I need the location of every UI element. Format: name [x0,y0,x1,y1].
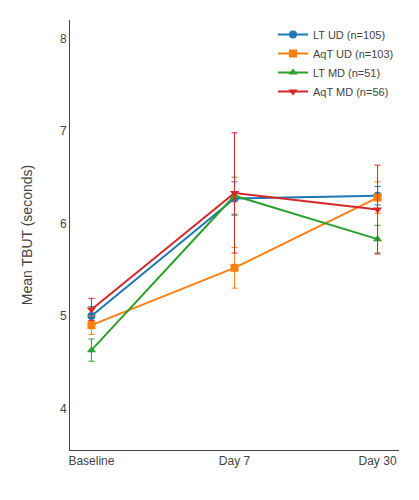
svg-text:8: 8 [60,32,67,46]
svg-text:6: 6 [60,217,67,231]
svg-text:AqT MD (n=56): AqT MD (n=56) [313,86,388,98]
svg-text:7: 7 [60,124,67,138]
svg-text:AqT UD (n=103): AqT UD (n=103) [313,48,393,60]
svg-text:4: 4 [60,402,67,416]
svg-text:Baseline: Baseline [68,454,114,468]
svg-text:Day 7: Day 7 [219,454,251,468]
svg-text:Day 30: Day 30 [359,454,397,468]
svg-text:LT MD (n=51): LT MD (n=51) [313,67,380,79]
svg-text:5: 5 [60,309,67,323]
svg-text:Mean TBUT (seconds): Mean TBUT (seconds) [19,165,35,305]
svg-text:LT UD (n=105): LT UD (n=105) [313,29,385,41]
